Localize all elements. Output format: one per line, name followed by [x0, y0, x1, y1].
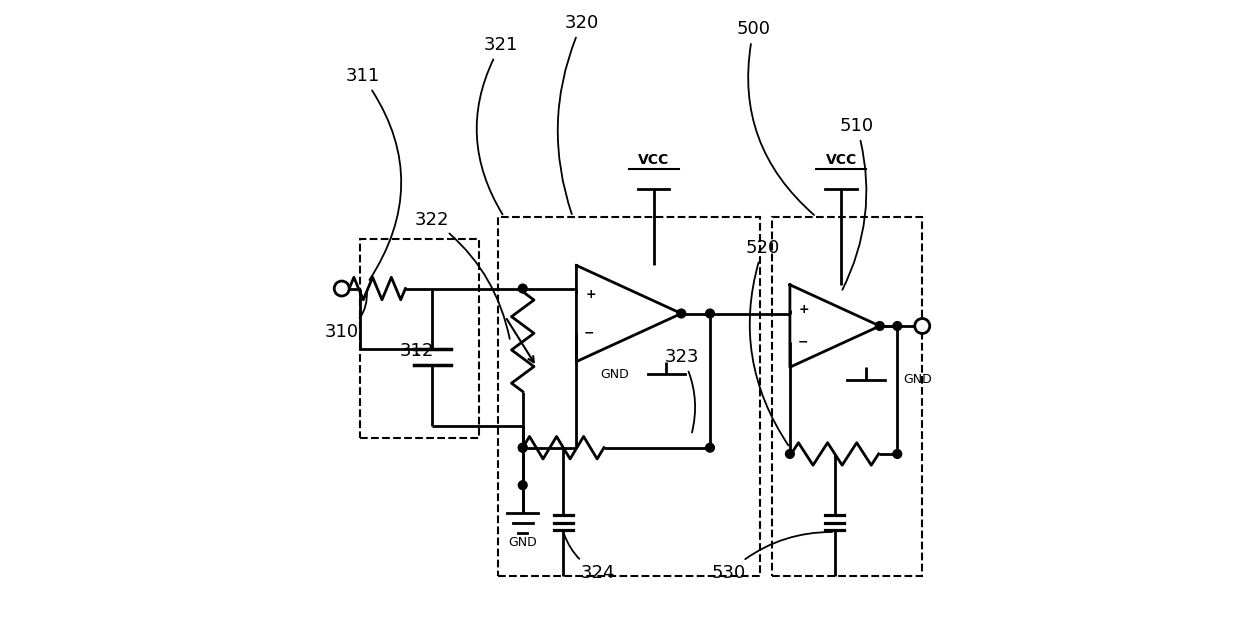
Text: −: −: [798, 336, 808, 349]
Circle shape: [335, 281, 349, 296]
Text: 510: 510: [840, 117, 873, 290]
Bar: [772, 217, 922, 576]
Text: 310: 310: [325, 292, 367, 341]
Text: +: +: [585, 288, 596, 301]
Text: VCC: VCC: [638, 153, 669, 167]
Text: −: −: [584, 326, 595, 339]
Text: 312: 312: [399, 342, 434, 360]
Circle shape: [914, 319, 929, 334]
Circle shape: [706, 443, 715, 452]
Text: +: +: [799, 303, 809, 316]
Circle shape: [786, 450, 794, 458]
Circle shape: [518, 443, 527, 452]
Circle shape: [518, 284, 527, 293]
Text: 520: 520: [746, 239, 788, 445]
Text: 324: 324: [564, 535, 615, 582]
Circle shape: [676, 309, 685, 318]
Bar: [498, 217, 760, 576]
Text: GND: GND: [508, 536, 538, 549]
Text: 320: 320: [558, 14, 600, 214]
Text: GND: GND: [903, 373, 932, 386]
Text: 500: 500: [737, 21, 814, 215]
Circle shape: [876, 322, 885, 330]
Bar: [361, 239, 479, 438]
Text: VCC: VCC: [825, 153, 856, 167]
Text: 530: 530: [711, 532, 833, 582]
Circle shape: [706, 309, 715, 318]
Text: 323: 323: [664, 348, 699, 433]
Text: 322: 322: [415, 211, 509, 339]
Circle shape: [518, 443, 527, 452]
Circle shape: [893, 450, 902, 458]
Circle shape: [518, 481, 527, 490]
Text: 311: 311: [346, 67, 401, 280]
Circle shape: [893, 322, 902, 330]
Text: 321: 321: [477, 36, 518, 214]
Text: GND: GND: [600, 367, 629, 381]
